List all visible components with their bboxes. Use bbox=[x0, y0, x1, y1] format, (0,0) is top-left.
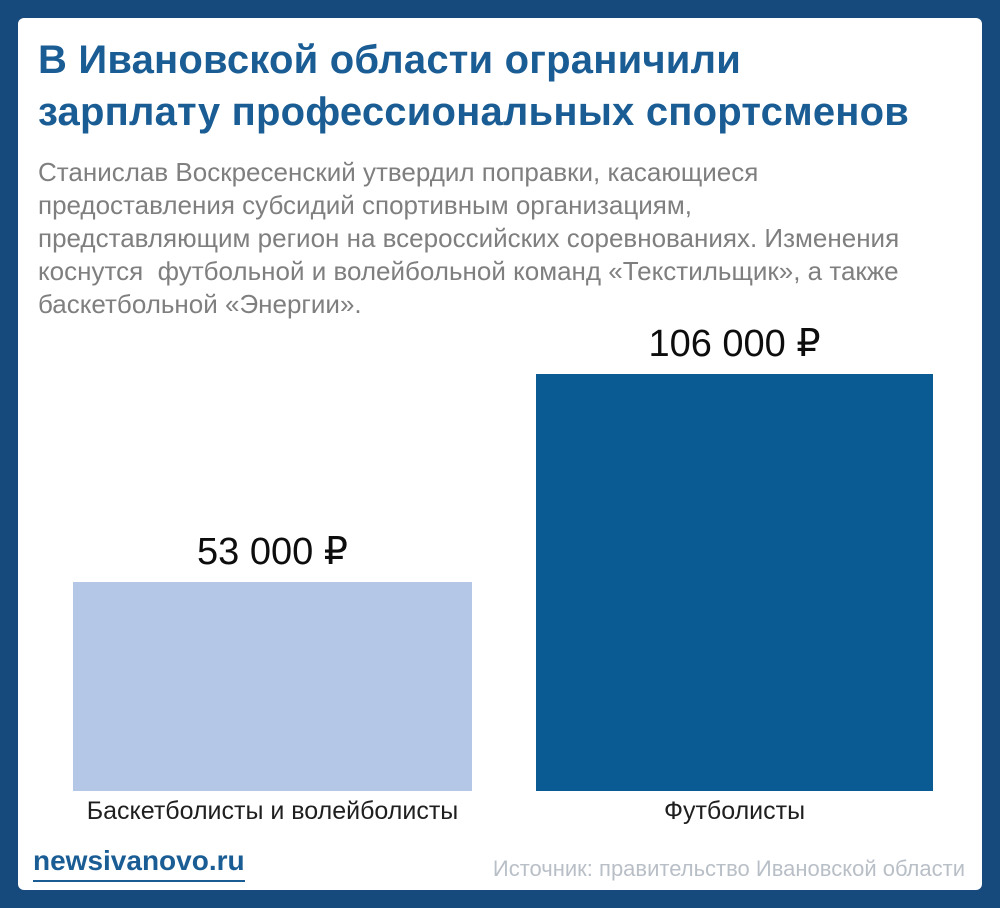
bar-group-basketball-volleyball: 53 000 ₽ Баскетболисты и волейболисты bbox=[73, 530, 472, 826]
bar-basketball-volleyball bbox=[73, 582, 472, 791]
header: В Ивановской области ограничили зарплату… bbox=[18, 18, 982, 138]
value-label-basketball-volleyball: 53 000 ₽ bbox=[197, 531, 348, 573]
bar-chart: 53 000 ₽ Баскетболисты и волейболисты 10… bbox=[73, 322, 933, 826]
page-title-line-1: В Ивановской области ограничили bbox=[38, 38, 741, 82]
page-title-line-2: зарплату профессиональных спортсменов bbox=[38, 90, 910, 134]
intro-line: предоставления субсидий спортивным орган… bbox=[38, 190, 692, 220]
bar-caption-football: Футболисты bbox=[663, 797, 806, 825]
intro-paragraph: Станислав Воскресенский утвердил поправк… bbox=[18, 138, 978, 321]
source-note: Источник: правительство Ивановской облас… bbox=[492, 856, 965, 881]
intro-line: Станислав Воскресенский утвердил поправк… bbox=[38, 157, 759, 187]
intro-line: представляющим регион на всероссийских с… bbox=[38, 223, 900, 253]
site-link[interactable]: newsivanovo.ru bbox=[33, 845, 245, 882]
value-label-football: 106 000 ₽ bbox=[648, 323, 821, 365]
intro-line: коснутся футбольной и волейбольной коман… bbox=[38, 256, 899, 286]
bar-caption-basketball-volleyball: Баскетболисты и волейболисты bbox=[86, 797, 459, 825]
bar-football bbox=[536, 374, 933, 791]
intro-line: баскетбольной «Энергии». bbox=[38, 289, 362, 319]
infographic-card: В Ивановской области ограничили зарплату… bbox=[18, 18, 982, 890]
bar-group-football: 106 000 ₽ Футболисты bbox=[536, 322, 933, 826]
footer: newsivanovo.ru Источник: правительство И… bbox=[33, 845, 965, 882]
